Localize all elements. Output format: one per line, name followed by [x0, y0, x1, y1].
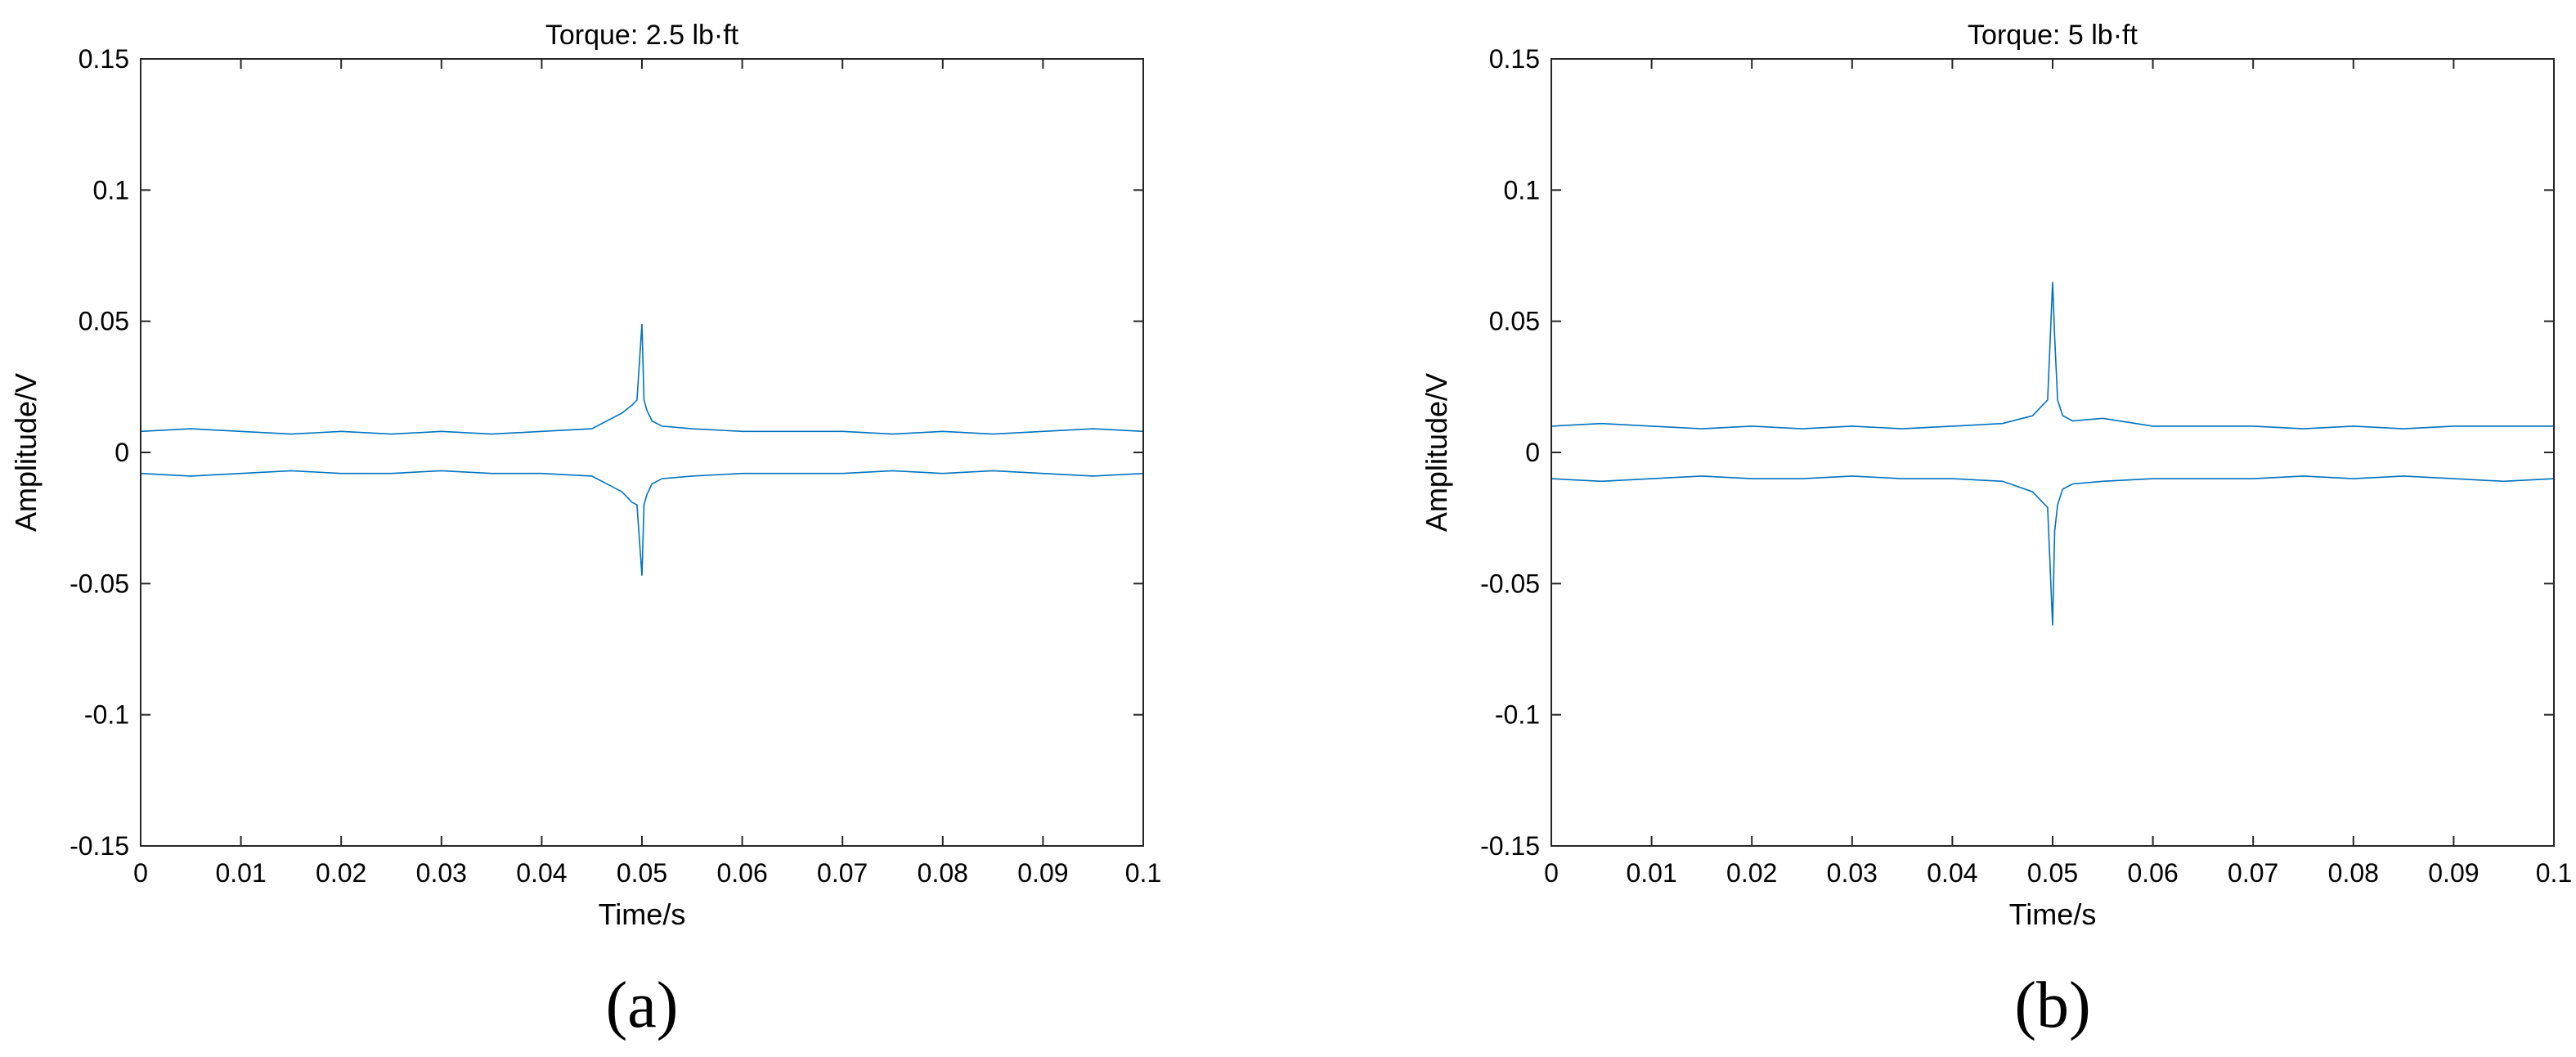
y-tick-label: 0.05 — [1489, 307, 1540, 336]
y-tick-label: 0.1 — [93, 175, 129, 205]
x-tick-label: 0.07 — [817, 858, 868, 888]
y-axis-label: Amplitude/V — [1420, 373, 1453, 532]
y-ticks: -0.15 -0.1 -0.05 0 0.05 0.1 0.15 — [70, 44, 1143, 861]
x-tick-label: 0.09 — [2428, 858, 2479, 888]
x-tick-label: 0.02 — [316, 858, 366, 888]
x-tick-label: 0 — [133, 858, 148, 888]
x-tick-label: 0.05 — [617, 858, 667, 888]
x-tick-label: 0.04 — [516, 858, 567, 888]
chart-title: Torque: 2.5 lb·ft — [545, 20, 739, 51]
x-tick-label: 0.09 — [1017, 858, 1068, 888]
chart-panel-a: Torque: 2.5 lb·ft 0 0.01 0.02 0.03 0.04 0.05 0… — [9, 20, 1161, 1041]
chart-panel-b: Torque: 5 lb·ft 0 0.01 0.02 0.03 0.04 0.05 0.0… — [1420, 20, 2572, 1041]
y-ticks: -0.15 -0.1 -0.05 0 0.05 0.1 0.15 — [1480, 44, 2554, 861]
x-tick-label: 0.03 — [416, 858, 467, 888]
x-tick-label: 0 — [1544, 858, 1559, 888]
y-tick-label: -0.15 — [70, 831, 129, 861]
y-tick-label: 0.1 — [1504, 175, 1540, 205]
x-ticks: 0 0.01 0.02 0.03 0.04 0.05 0.06 0.07 0.08 0.09 0.1 — [1544, 59, 2572, 888]
plot-frame — [1551, 58, 2555, 847]
x-tick-label: 0.08 — [2328, 858, 2379, 888]
x-axis-label: Time/s — [599, 897, 686, 931]
x-tick-label: 0.05 — [2027, 858, 2078, 888]
y-tick-label: -0.15 — [1480, 831, 1540, 861]
x-tick-label: 0.06 — [716, 858, 767, 888]
signal-envelope — [1551, 281, 2555, 626]
y-tick-label: -0.05 — [70, 569, 129, 598]
y-tick-label: 0.05 — [79, 307, 129, 336]
x-tick-label: 0.04 — [1927, 858, 1977, 888]
chart-title: Torque: 5 lb·ft — [1968, 20, 2138, 51]
y-tick-label: -0.1 — [84, 700, 129, 730]
x-axis-label: Time/s — [2009, 897, 2097, 931]
plot-frame — [140, 58, 1144, 847]
x-ticks: 0 0.01 0.02 0.03 0.04 0.05 0.06 0.07 0.08 0.09 0.1 — [133, 59, 1161, 888]
x-tick-label: 0.06 — [2127, 858, 2178, 888]
x-tick-label: 0.01 — [215, 858, 266, 888]
x-tick-label: 0.1 — [1125, 858, 1161, 888]
y-tick-label: -0.05 — [1480, 569, 1540, 598]
y-tick-label: -0.1 — [1495, 700, 1540, 730]
y-tick-label: 0 — [114, 438, 129, 467]
y-tick-label: 0.15 — [1489, 44, 1540, 74]
y-axis-label: Amplitude/V — [9, 373, 43, 532]
x-tick-label: 0.03 — [1827, 858, 1878, 888]
x-tick-label: 0.02 — [1726, 858, 1777, 888]
panel-label: (b) — [2014, 969, 2090, 1041]
signal-envelope — [140, 323, 1144, 576]
y-tick-label: 0 — [1525, 438, 1540, 467]
x-tick-label: 0.07 — [2228, 858, 2278, 888]
x-tick-label: 0.01 — [1626, 858, 1676, 888]
y-tick-label: 0.15 — [79, 44, 129, 74]
x-tick-label: 0.08 — [918, 858, 968, 888]
x-tick-label: 0.1 — [2536, 858, 2572, 888]
panel-label: (a) — [606, 969, 679, 1041]
